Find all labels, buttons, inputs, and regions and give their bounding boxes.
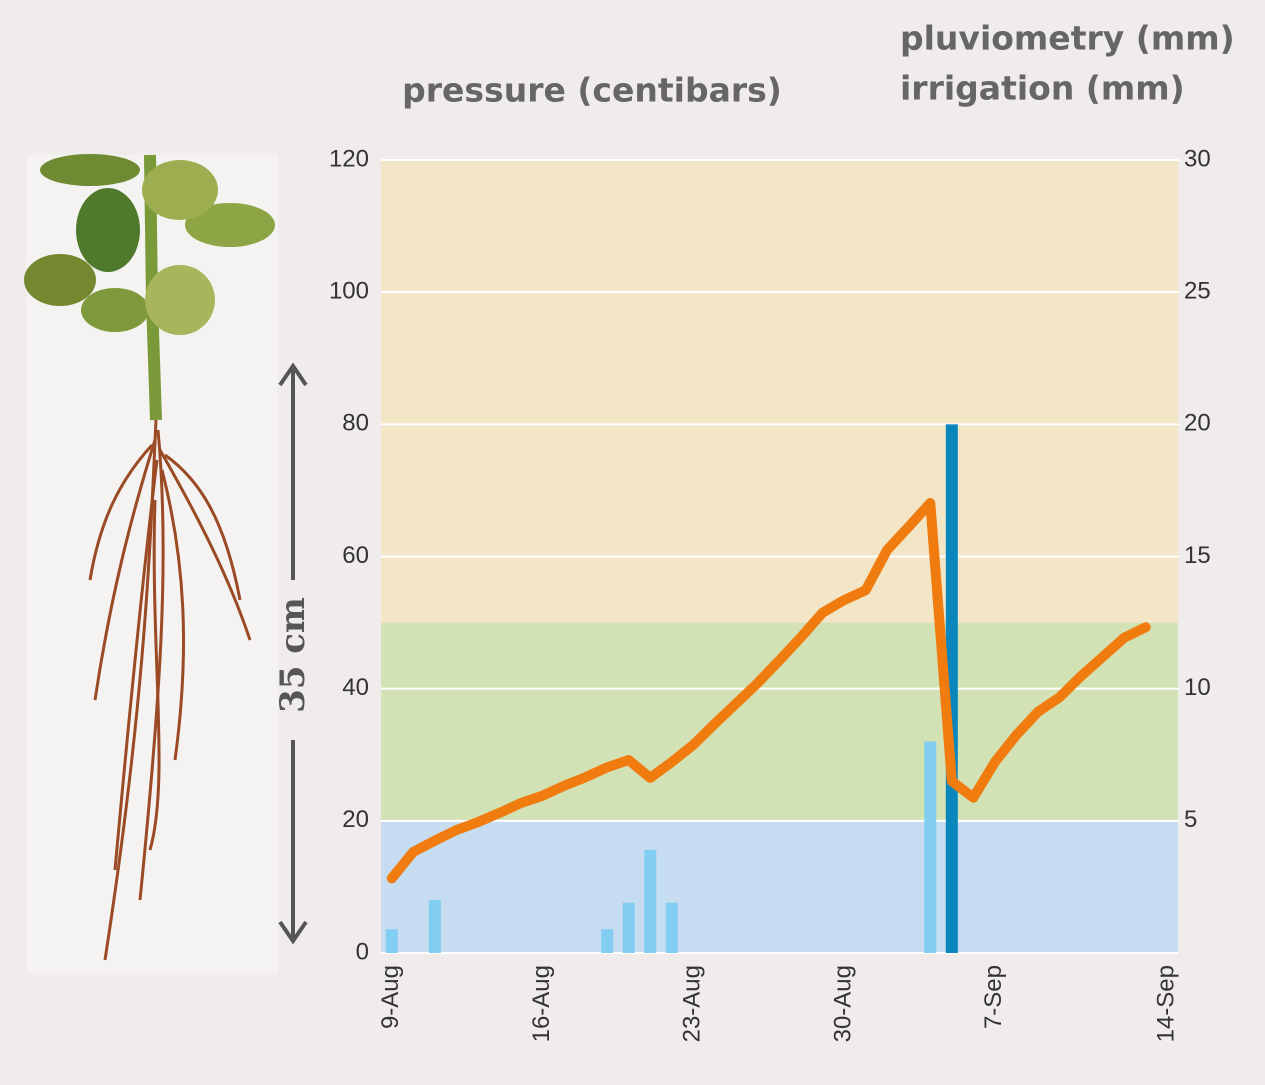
bar <box>601 929 614 953</box>
series-name: irrigation (mm) <box>900 69 1185 108</box>
bar <box>385 929 398 953</box>
x-tick-label: 7-Sep <box>980 965 1007 1029</box>
bar <box>924 741 937 953</box>
x-tick-label: 30-Aug <box>829 965 856 1042</box>
y2-tick-label: 10 <box>1184 674 1211 701</box>
bar <box>644 849 657 953</box>
y-tick-label: 120 <box>329 145 369 172</box>
y-tick-label: 40 <box>342 674 369 701</box>
x-tick-label: 23-Aug <box>679 965 706 1042</box>
bar <box>428 900 441 953</box>
bar <box>945 424 958 953</box>
leaf <box>185 203 275 247</box>
zone <box>381 622 1178 821</box>
y-tick-label: 20 <box>342 806 369 833</box>
leaf <box>76 188 140 272</box>
y-axis-title: pressure (centibars) <box>402 71 782 110</box>
x-tick-label: 14-Sep <box>1153 965 1180 1042</box>
y2-tick-label: 5 <box>1184 806 1197 833</box>
y-tick-label: 100 <box>329 278 369 305</box>
plant-photo <box>24 154 278 973</box>
leaf <box>40 154 140 186</box>
y-tick-label: 0 <box>356 938 369 965</box>
y2-tick-label: 25 <box>1184 278 1211 305</box>
leaf <box>81 288 149 332</box>
y-tick-label: 60 <box>342 542 369 569</box>
x-tick-label: 9-Aug <box>377 965 404 1029</box>
length-arrow <box>278 362 308 945</box>
y2-tick-label: 15 <box>1184 542 1211 569</box>
bar <box>622 902 635 953</box>
y-tick-label: 80 <box>342 410 369 437</box>
line <box>386 497 1151 884</box>
zone <box>381 820 1178 953</box>
x-tick-label: 16-Aug <box>528 965 555 1042</box>
y2-tick-label: 20 <box>1184 410 1211 437</box>
roots <box>88 419 252 961</box>
leaf <box>142 160 218 220</box>
y2-tick-label: 30 <box>1184 145 1211 172</box>
zone <box>381 160 1178 623</box>
annotation: 35 cm <box>273 597 313 713</box>
bar <box>665 902 678 953</box>
leaf <box>24 254 96 306</box>
leaf <box>145 265 215 335</box>
series-name: pluviometry (mm) <box>900 19 1235 58</box>
